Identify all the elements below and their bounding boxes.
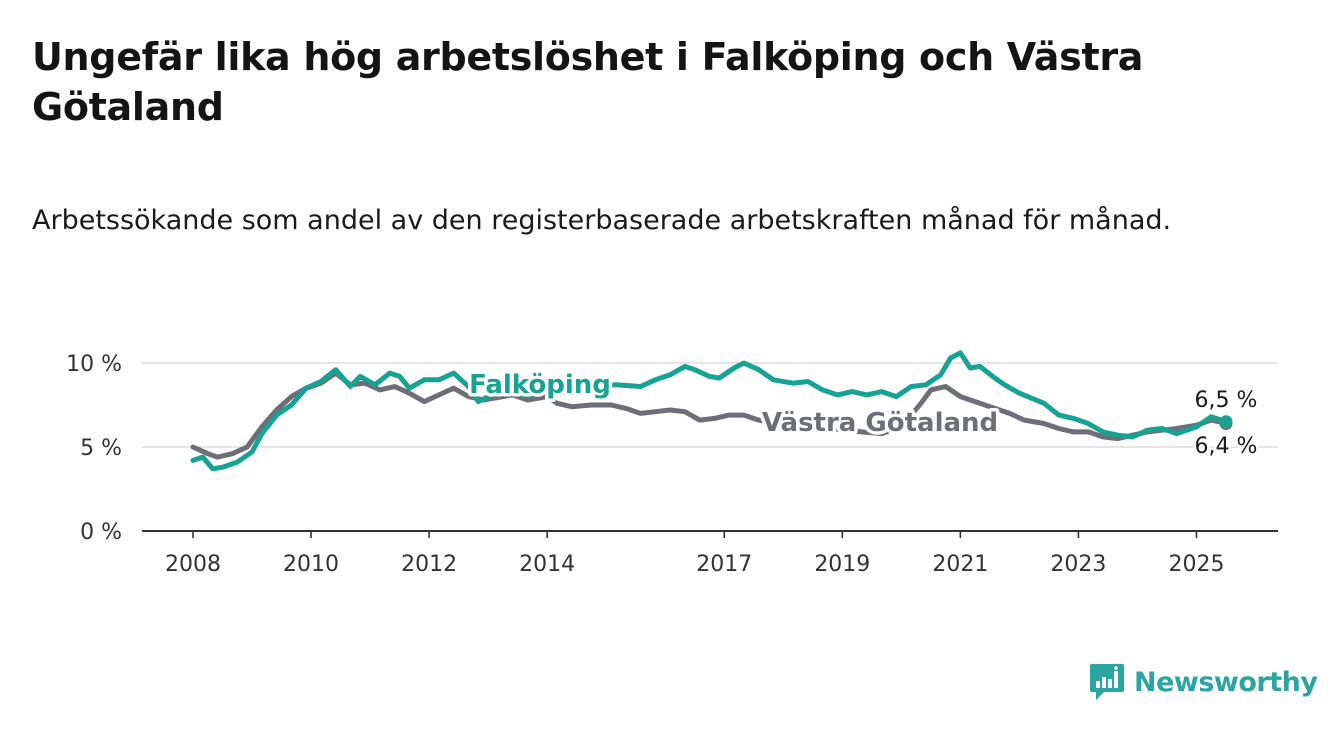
x-tick-label: 2021 xyxy=(932,552,988,577)
chart-subtitle: Arbetssökande som andel av den registerb… xyxy=(32,205,1172,236)
x-tick-label: 2014 xyxy=(519,552,575,577)
series-labels: Falköping Västra Götaland 6,5 % 6,4 % xyxy=(466,367,1260,462)
brand-logo: Newsworthy xyxy=(1088,658,1318,706)
series-lines xyxy=(190,350,1233,472)
y-axis-labels: 0 % 5 % 10 % xyxy=(66,352,122,545)
chart-title: Ungefär lika hög arbetslöshet i Falköpin… xyxy=(32,35,1144,129)
x-tick-label: 2017 xyxy=(696,552,752,577)
brand-name: Newsworthy xyxy=(1134,666,1318,698)
end-value-label: 6,5 % xyxy=(1195,388,1258,413)
series-end-point-falk-ping xyxy=(1219,415,1233,429)
end-value-label: 6,4 % xyxy=(1195,434,1258,459)
series-name-label: Falköping xyxy=(469,370,611,400)
y-tick-label: 0 % xyxy=(80,520,122,545)
y-tick-label: 5 % xyxy=(80,436,122,461)
series-name-label: Västra Götaland xyxy=(762,408,998,438)
x-tick-label: 2008 xyxy=(165,552,221,577)
x-tick-label: 2023 xyxy=(1050,552,1106,577)
x-tick-label: 2010 xyxy=(283,552,339,577)
gridlines xyxy=(142,362,1278,448)
x-tick-label: 2012 xyxy=(401,552,457,577)
y-tick-label: 10 % xyxy=(66,352,122,377)
newsworthy-chart-bubble-icon xyxy=(1090,664,1124,700)
x-tick-label: 2025 xyxy=(1168,552,1224,577)
x-tick-label: 2019 xyxy=(814,552,870,577)
x-axis: 2008 2010 2012 2014 2017 2019 2021 2023 2025 xyxy=(142,530,1278,577)
series-line-falk-ping xyxy=(190,350,1229,472)
